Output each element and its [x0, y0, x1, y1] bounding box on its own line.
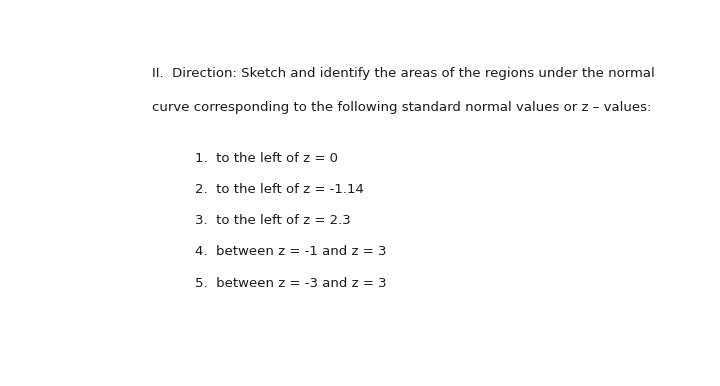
Text: 1.  to the left of z = 0: 1. to the left of z = 0	[195, 152, 338, 165]
Text: 5.  between z = -3 and z = 3: 5. between z = -3 and z = 3	[195, 277, 387, 290]
Text: 4.  between z = -1 and z = 3: 4. between z = -1 and z = 3	[195, 245, 387, 259]
Text: 3.  to the left of z = 2.3: 3. to the left of z = 2.3	[195, 214, 351, 227]
Text: curve corresponding to the following standard normal values or z – values:: curve corresponding to the following sta…	[153, 101, 652, 114]
Text: 2.  to the left of z = -1.14: 2. to the left of z = -1.14	[195, 183, 364, 196]
Text: II.  Direction: Sketch and identify the areas of the regions under the normal: II. Direction: Sketch and identify the a…	[153, 67, 655, 80]
